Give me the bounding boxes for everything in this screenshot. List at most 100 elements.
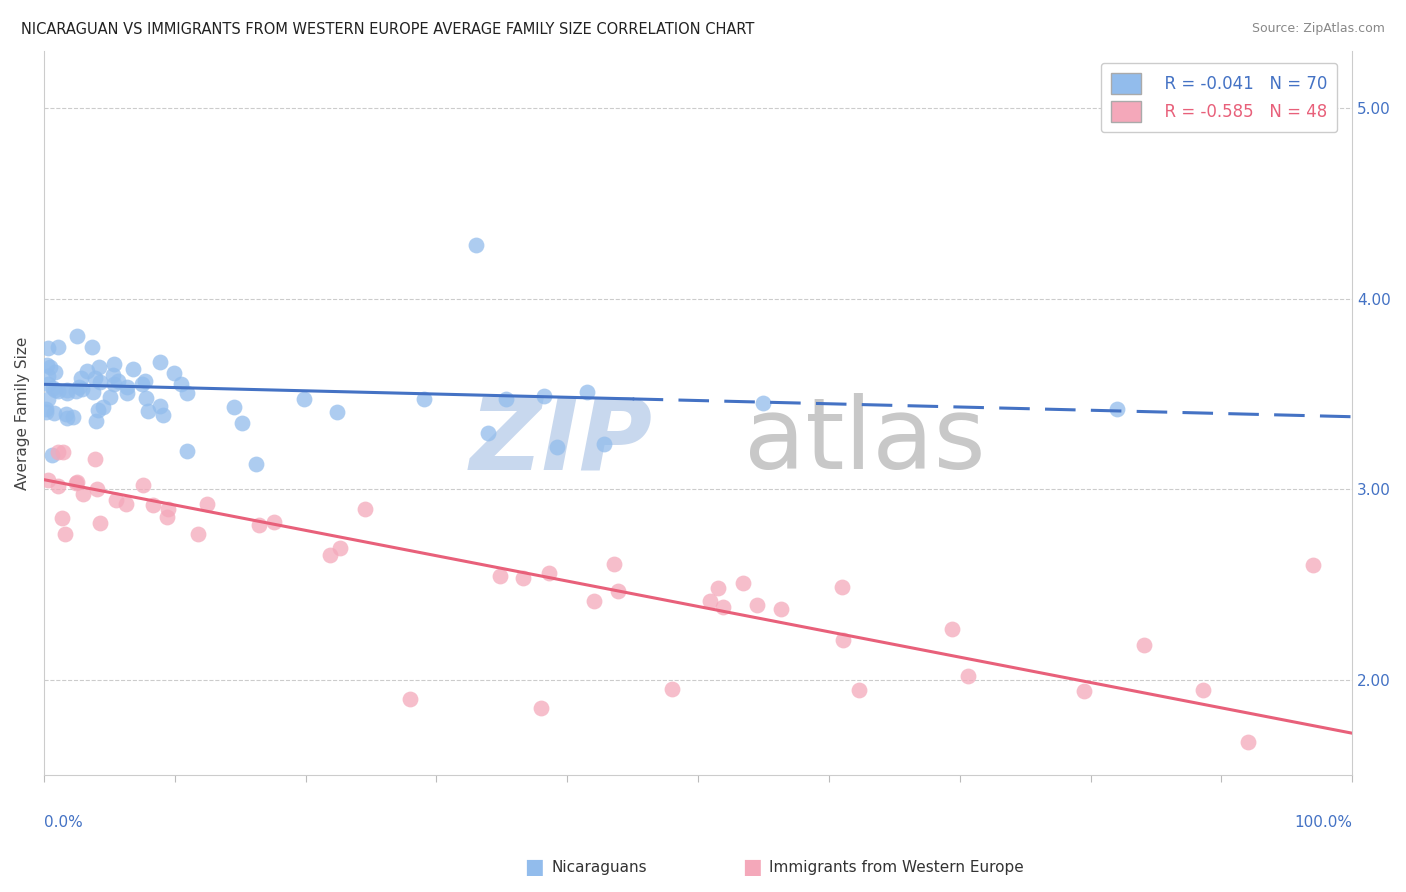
Point xyxy=(603,557,626,571)
Point xyxy=(711,599,734,614)
Point xyxy=(37,473,59,487)
Point xyxy=(163,366,186,380)
Point xyxy=(156,509,179,524)
Point xyxy=(52,444,75,458)
Point xyxy=(593,437,616,451)
Point xyxy=(44,365,66,379)
Point xyxy=(84,452,107,467)
Point xyxy=(319,548,342,562)
Point xyxy=(37,392,59,406)
Point xyxy=(231,417,253,431)
Point xyxy=(84,371,107,385)
Point xyxy=(82,384,104,399)
Point xyxy=(136,404,159,418)
Point xyxy=(733,576,755,591)
Point xyxy=(606,584,628,599)
Point xyxy=(37,341,59,355)
Text: 0.0%: 0.0% xyxy=(44,815,83,830)
Point xyxy=(122,362,145,376)
Point xyxy=(530,701,553,715)
Point xyxy=(187,527,209,541)
Point xyxy=(37,377,59,392)
Point xyxy=(37,358,59,372)
Point xyxy=(707,581,730,595)
Point xyxy=(70,371,93,385)
Point xyxy=(263,515,285,529)
Point xyxy=(67,380,90,394)
Point xyxy=(42,381,65,395)
Point xyxy=(87,402,110,417)
Point xyxy=(62,410,84,425)
Point xyxy=(512,571,534,585)
Y-axis label: Average Family Size: Average Family Size xyxy=(15,336,30,490)
Point xyxy=(149,355,172,369)
Point xyxy=(135,391,157,405)
Point xyxy=(46,340,69,354)
Point xyxy=(55,383,77,397)
Point xyxy=(1192,682,1215,697)
Point xyxy=(148,399,170,413)
Point xyxy=(247,518,270,533)
Point xyxy=(224,400,246,414)
Point xyxy=(76,364,98,378)
Point xyxy=(89,375,111,389)
Point xyxy=(354,501,377,516)
Point xyxy=(72,487,94,501)
Legend:   R = -0.041   N = 70,   R = -0.585   N = 48: R = -0.041 N = 70, R = -0.585 N = 48 xyxy=(1101,62,1337,132)
Point xyxy=(770,601,793,615)
Text: Source: ZipAtlas.com: Source: ZipAtlas.com xyxy=(1251,22,1385,36)
Point xyxy=(533,389,555,403)
Point xyxy=(399,692,422,706)
Point xyxy=(42,406,65,420)
Point xyxy=(157,502,180,516)
Point xyxy=(1133,638,1156,652)
Point xyxy=(752,396,775,410)
Point xyxy=(537,566,560,580)
Point xyxy=(89,516,111,530)
Point xyxy=(35,402,58,417)
Point xyxy=(1073,684,1095,698)
Point xyxy=(328,541,350,556)
Point xyxy=(55,407,77,421)
Point xyxy=(464,238,486,252)
Point xyxy=(495,392,517,407)
Point xyxy=(576,385,599,400)
Point xyxy=(941,622,963,636)
Point xyxy=(98,391,121,405)
Point xyxy=(107,374,129,388)
Point xyxy=(583,594,606,608)
Point xyxy=(53,527,76,541)
Point xyxy=(1105,402,1128,417)
Text: ■: ■ xyxy=(742,857,762,877)
Point xyxy=(86,482,108,496)
Point xyxy=(831,632,853,647)
Point xyxy=(44,383,66,397)
Point xyxy=(46,479,69,493)
Point xyxy=(745,598,768,612)
Point xyxy=(170,376,193,391)
Point xyxy=(103,357,125,371)
Point xyxy=(325,405,347,419)
Point xyxy=(477,426,499,441)
Text: atlas: atlas xyxy=(744,393,986,491)
Point xyxy=(176,444,198,458)
Point xyxy=(957,669,980,683)
Point xyxy=(152,408,174,422)
Point xyxy=(142,498,165,512)
Point xyxy=(176,385,198,400)
Point xyxy=(134,374,156,388)
Point xyxy=(65,476,87,491)
Point xyxy=(55,411,77,425)
Point xyxy=(292,392,315,406)
Point xyxy=(93,401,115,415)
Point xyxy=(661,682,683,697)
Point xyxy=(86,414,108,428)
Point xyxy=(38,360,60,375)
Point xyxy=(66,328,89,343)
Point xyxy=(699,594,721,608)
Point xyxy=(56,385,79,400)
Point xyxy=(413,392,436,406)
Point xyxy=(66,475,89,490)
Text: ■: ■ xyxy=(524,857,544,877)
Text: Immigrants from Western Europe: Immigrants from Western Europe xyxy=(769,860,1024,874)
